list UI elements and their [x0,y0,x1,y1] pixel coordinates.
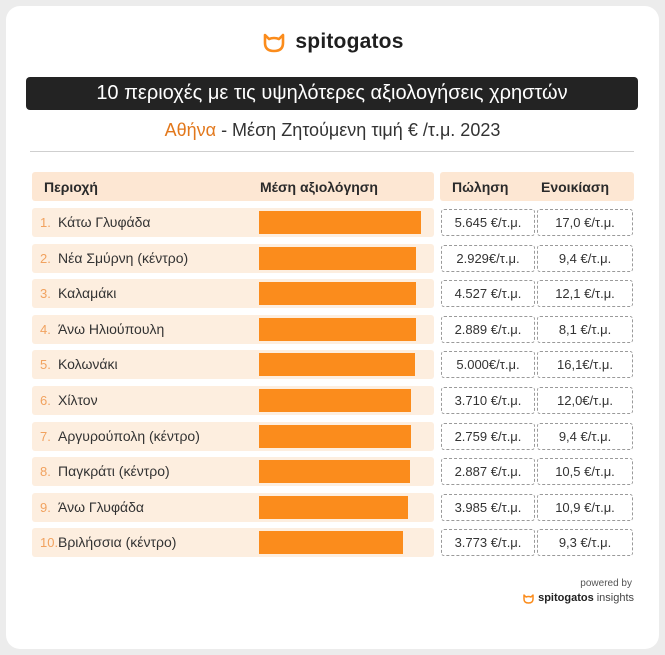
sale-price-cell: 2.887 €/τ.μ. [441,458,535,485]
rating-bar [259,247,416,270]
brand-logo: spitogatos [0,30,665,54]
rent-price-cell: 9,4 €/τ.μ. [537,245,633,272]
rating-bar [259,460,410,483]
rating-bar [259,425,411,448]
sale-price-cell: 4.527 €/τ.μ. [441,280,535,307]
header-bg-left [32,172,434,201]
chart-subtitle: Αθήνα - Μέση Ζητούμενη τιμή € /τ.μ. 2023 [0,120,665,141]
rating-bar [259,531,403,554]
sale-price-cell: 2.759 €/τ.μ. [441,423,535,450]
row-area-name: Άνω Ηλιούπουλη [58,321,165,337]
row-rank: 1. [40,215,51,230]
row-rank: 2. [40,251,51,266]
rating-bar [259,496,408,519]
footer-brand: spitogatos [538,592,594,604]
brand-name: spitogatos [295,30,404,53]
footer-logo: spitogatos insights [470,592,634,604]
subtitle-city: Αθήνα [164,120,217,140]
sale-price-cell: 2.929€/τ.μ. [441,245,535,272]
rent-price-cell: 10,5 €/τ.μ. [537,458,633,485]
header-bg-right [440,172,634,201]
cat-icon [264,33,285,53]
row-area-name: Χίλτον [58,392,98,408]
sale-price-cell: 2.889 €/τ.μ. [441,316,535,343]
row-rank: 8. [40,464,51,479]
divider [30,151,634,152]
cat-icon-small [523,593,534,604]
rent-price-cell: 12,1 €/τ.μ. [537,280,633,307]
row-area-name: Αργυρούπολη (κέντρο) [58,428,200,444]
footer-suffix: insights [596,592,634,604]
chart-title-banner: 10 περιοχές με τις υψηλότερες αξιολογήσε… [26,77,638,110]
sale-price-cell: 3.985 €/τ.μ. [441,494,535,521]
sale-price-cell: 3.710 €/τ.μ. [441,387,535,414]
rent-price-cell: 9,4 €/τ.μ. [537,423,633,450]
row-rank: 10. [40,535,59,550]
row-area-name: Άνω Γλυφάδα [58,499,145,515]
row-area-name: Νέα Σμύρνη (κέντρο) [58,250,189,266]
rent-price-cell: 16,1€/τ.μ. [537,351,633,378]
rent-price-cell: 17,0 €/τ.μ. [537,209,633,236]
rating-bar [259,389,411,412]
header-rating: Μέση αξιολόγηση [260,179,378,195]
header-sale: Πώληση [452,179,509,195]
sale-price-cell: 3.773 €/τ.μ. [441,529,535,556]
rating-bar [259,282,416,305]
sale-price-cell: 5.000€/τ.μ. [441,351,535,378]
row-area-name: Κολωνάκι [58,356,118,372]
rent-price-cell: 9,3 €/τ.μ. [537,529,633,556]
sale-price-cell: 5.645 €/τ.μ. [441,209,535,236]
rating-bar [259,353,415,376]
rent-price-cell: 10,9 €/τ.μ. [537,494,633,521]
row-area-name: Καλαμάκι [58,285,117,301]
row-rank: 4. [40,322,51,337]
header-rent: Ενοικίαση [541,179,609,195]
rent-price-cell: 8,1 €/τ.μ. [537,316,633,343]
row-area-name: Βριλήσσια (κέντρο) [58,534,177,550]
row-area-name: Παγκράτι (κέντρο) [58,463,170,479]
rent-price-cell: 12,0€/τ.μ. [537,387,633,414]
header-area: Περιοχή [44,179,98,195]
rating-bar [259,318,416,341]
row-rank: 9. [40,500,51,515]
row-rank: 7. [40,429,51,444]
row-rank: 5. [40,357,51,372]
powered-by-label: powered by [580,578,632,589]
rating-bar [259,211,421,234]
row-area-name: Κάτω Γλυφάδα [58,214,151,230]
row-rank: 3. [40,286,51,301]
row-rank: 6. [40,393,51,408]
subtitle-text: - Μέση Ζητούμενη τιμή € /τ.μ. 2023 [216,120,501,140]
